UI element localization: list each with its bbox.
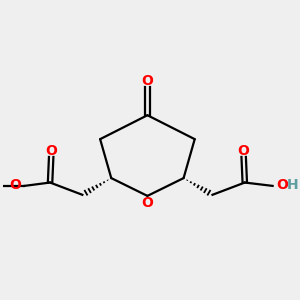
Text: H: H — [286, 178, 298, 192]
Text: O: O — [276, 178, 288, 192]
Text: O: O — [238, 144, 250, 158]
Text: O: O — [142, 74, 153, 88]
Text: O: O — [142, 196, 153, 210]
Text: O: O — [45, 144, 57, 158]
Text: O: O — [9, 178, 21, 192]
